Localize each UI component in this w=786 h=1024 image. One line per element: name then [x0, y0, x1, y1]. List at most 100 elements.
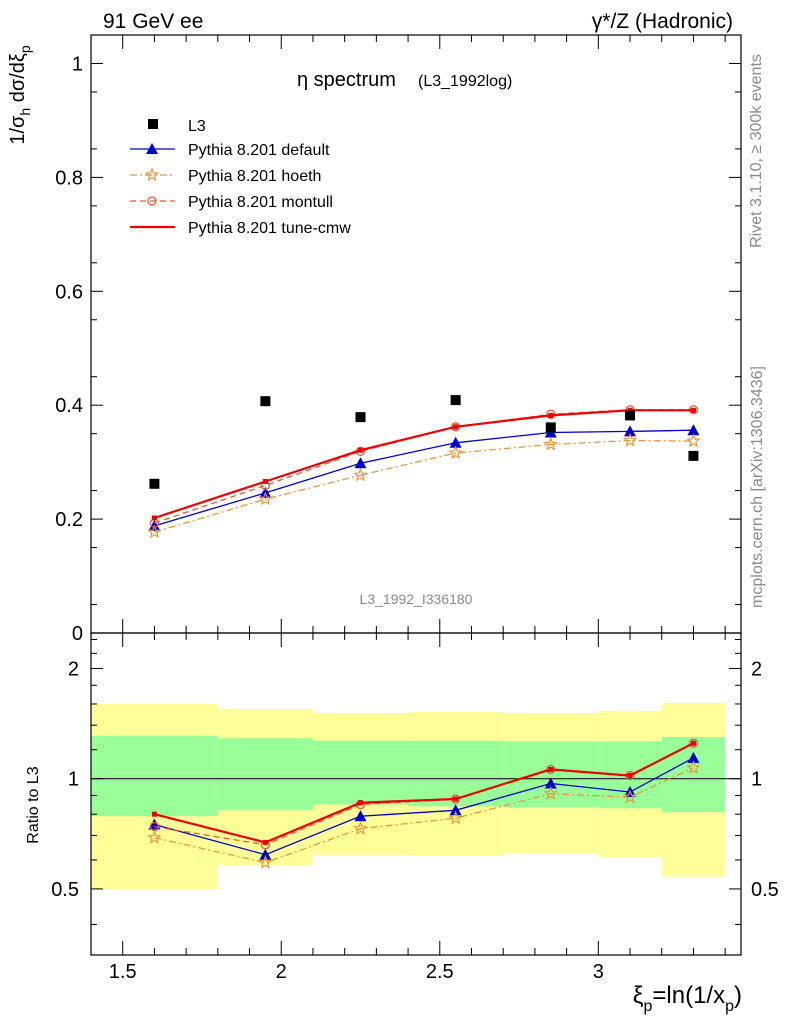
marker-star	[448, 445, 463, 460]
main-y-axis-label: 1/σh dσ/dξp	[7, 45, 33, 145]
marker-square-small	[151, 515, 157, 521]
series-line	[154, 409, 694, 524]
marker-triangle	[354, 457, 367, 469]
data-point	[355, 412, 366, 423]
y-tick-label: 0.2	[55, 509, 83, 531]
marker-star	[147, 524, 162, 539]
series-line	[154, 429, 694, 527]
marker-star	[686, 433, 701, 448]
marker-circle	[147, 196, 157, 206]
marker-triangle	[449, 436, 462, 448]
main-data-points	[149, 395, 699, 489]
marker-square-small	[690, 740, 696, 746]
data-point	[149, 478, 160, 489]
legend-label-data: L3	[188, 118, 206, 135]
marker-square-small	[358, 447, 364, 453]
main-series-layer	[147, 405, 701, 539]
marker-star	[543, 786, 559, 800]
marker-triangle	[146, 143, 158, 154]
ratio-band-inner	[503, 741, 599, 808]
ratio-tick-label-right: 2	[751, 658, 762, 680]
chart-title: η spectrum (L3_1992log)	[297, 69, 512, 91]
marker-star	[353, 467, 368, 482]
marker-star	[622, 789, 638, 804]
marker-star	[448, 810, 463, 825]
series-0	[148, 424, 700, 531]
rivet-label: Rivet 3.1.10, ≥ 300k events	[748, 54, 765, 248]
marker-star	[147, 830, 162, 844]
ratio-plot-area	[91, 702, 741, 889]
marker-star	[686, 760, 701, 775]
ratio-series-layer	[147, 738, 701, 869]
ratio-tick-label-right: 0.5	[751, 879, 779, 901]
marker-triangle	[259, 848, 272, 860]
marker-star	[353, 821, 368, 835]
x-tick-label: 2	[276, 961, 287, 983]
y-tick-label: 1	[72, 53, 83, 75]
main-axes: 0 0.2 0.4 0.6 0.8 1	[55, 35, 741, 645]
marker-square-small	[627, 773, 633, 779]
legend-label-3: Pythia 8.201 tune-cmw	[188, 220, 351, 237]
data-point	[688, 450, 699, 461]
marker-triangle	[687, 424, 700, 436]
ratio-tick-label: 2	[68, 658, 79, 680]
y-tick-label: 0	[72, 623, 83, 645]
marker-square-small	[151, 811, 157, 817]
marker-square-small	[548, 412, 554, 418]
marker-square-small	[453, 424, 459, 430]
series-line	[154, 439, 694, 533]
y-tick-label: 0.4	[55, 395, 83, 417]
y-tick-label: 0.8	[55, 167, 83, 189]
ratio-band-inner	[661, 736, 726, 813]
ratio-band-inner	[91, 735, 218, 817]
marker-star	[543, 436, 559, 451]
header-right: γ*/Z (Hadronic)	[592, 10, 733, 33]
ratio-series-line	[154, 767, 694, 864]
marker-triangle	[624, 425, 637, 437]
series-1	[147, 432, 701, 539]
marker-triangle	[544, 777, 557, 789]
ratio-axes: 0.5 0.5 1 1 2 2 1.5 2 2.5 3	[51, 633, 779, 983]
legend-label-0: Pythia 8.201 default	[188, 142, 330, 159]
ratio-series-3	[151, 740, 696, 845]
legend-marker-data	[148, 119, 158, 129]
marker-square-small	[262, 839, 268, 845]
ratio-band-inner	[312, 740, 409, 805]
marker-star	[258, 854, 273, 869]
ratio-plot-frame	[90, 632, 742, 956]
data-point	[625, 410, 636, 421]
chart-title-sub: (L3_1992log)	[418, 73, 512, 90]
x-tick-label: 2.5	[426, 961, 454, 983]
ratio-y-axis-label: Ratio to L3	[25, 766, 42, 843]
ratio-tick-label: 0.5	[51, 879, 79, 901]
mcplots-label: mcplots.cern.ch [arXiv:1306.3436]	[749, 366, 766, 608]
legend-label-1: Pythia 8.201 hoeth	[188, 168, 321, 185]
ratio-tick-label-right: 1	[751, 769, 762, 791]
marker-triangle	[687, 751, 700, 763]
ratio-band-inner	[217, 738, 313, 811]
ratio-tick-label: 1	[68, 769, 79, 791]
ratio-series-1	[147, 760, 701, 869]
marker-star	[622, 432, 638, 447]
marker-star	[144, 167, 160, 182]
marker-star	[258, 491, 273, 506]
chart-title-main: η spectrum	[297, 69, 396, 91]
legend-label-2: Pythia 8.201 montull	[188, 194, 333, 211]
data-point	[450, 395, 461, 406]
data-point	[260, 396, 271, 407]
series-3	[151, 407, 696, 521]
marker-triangle	[449, 804, 462, 816]
x-tick-label: 3	[593, 961, 604, 983]
data-point	[545, 422, 556, 433]
marker-triangle	[354, 810, 367, 822]
y-tick-label: 0.6	[55, 281, 83, 303]
x-tick-label: 1.5	[109, 961, 137, 983]
marker-circle	[688, 738, 699, 748]
header-left: 91 GeV ee	[103, 10, 203, 33]
analysis-watermark: L3_1992_I336180	[360, 591, 473, 607]
marker-square-small	[453, 796, 459, 802]
marker-circle	[149, 821, 160, 832]
marker-square-small	[690, 407, 696, 413]
marker-square-small	[548, 766, 554, 772]
